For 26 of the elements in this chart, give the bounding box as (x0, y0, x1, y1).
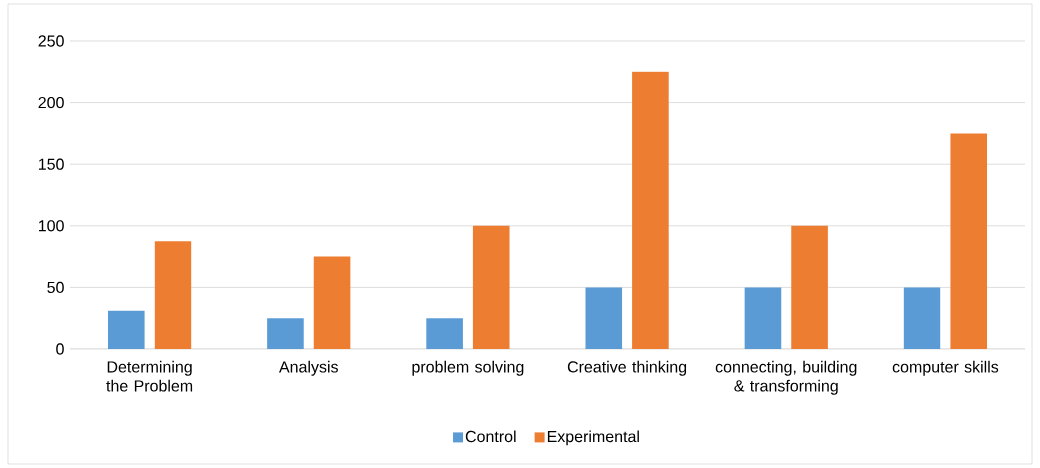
x-tick-label: Creative thinking (567, 360, 687, 376)
x-tick-label: computer skills (892, 360, 999, 376)
x-tick-label: problem solving (412, 360, 524, 376)
bar (107, 310, 145, 349)
y-tick-label: 200 (38, 96, 64, 109)
bar (791, 225, 828, 349)
legend-label: Control (465, 430, 516, 443)
bar (313, 256, 351, 349)
x-tick-label: connecting, building & transforming (715, 360, 857, 395)
y-tick-label: 150 (39, 158, 64, 170)
bar (154, 241, 192, 349)
bar (744, 287, 782, 349)
legend-label: Experimental (547, 430, 639, 446)
y-tick-label: 100 (39, 220, 64, 232)
bar (426, 318, 463, 349)
y-tick-label: 0 (56, 343, 64, 355)
y-tick-label: 250 (38, 35, 64, 47)
bar (267, 318, 304, 349)
bar (585, 287, 623, 349)
bar (472, 225, 510, 349)
bar (632, 71, 669, 349)
y-tick-label: 50 (47, 281, 64, 294)
bar (950, 133, 988, 349)
x-tick-label: Analysis (279, 360, 338, 376)
x-tick-label: Determining the Problem (106, 360, 193, 392)
bar (903, 287, 941, 349)
